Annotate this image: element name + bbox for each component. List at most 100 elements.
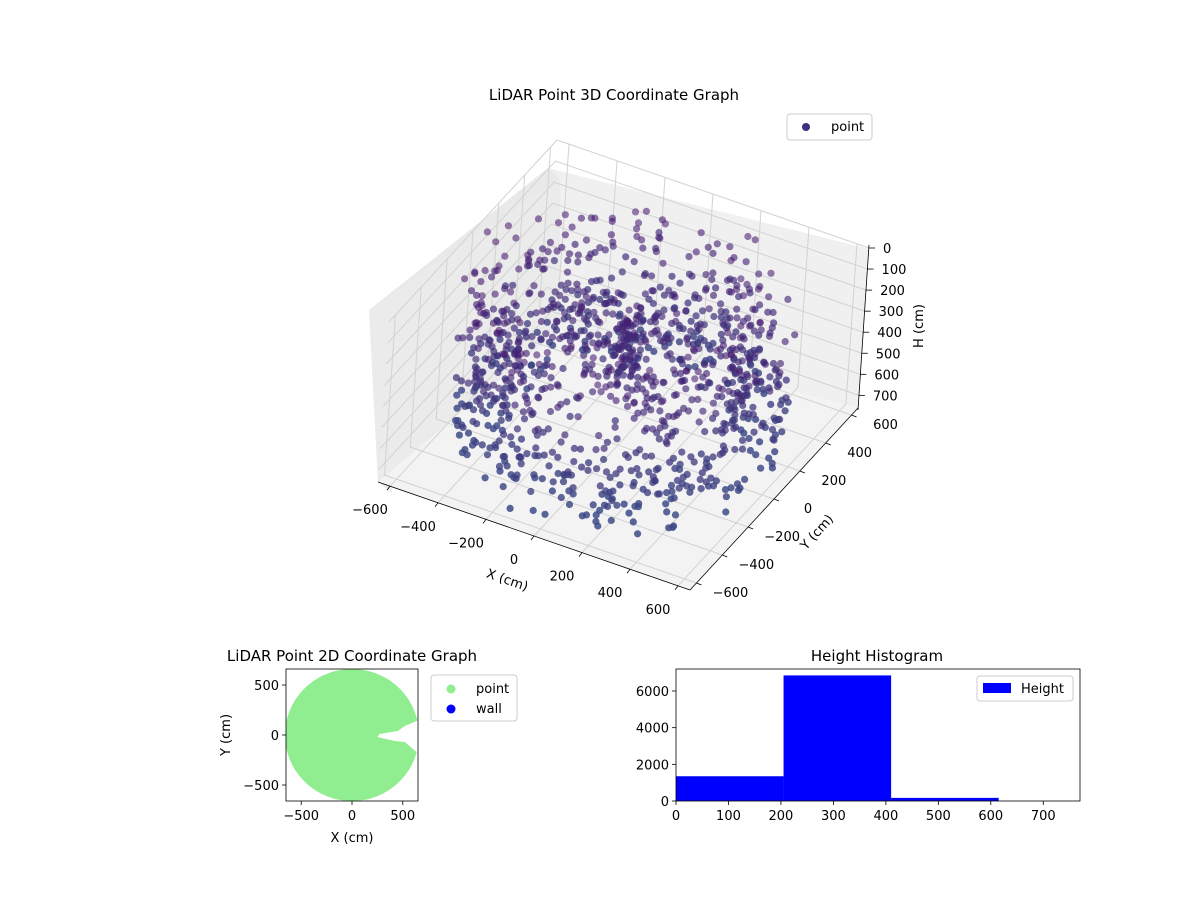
- point-3d: [461, 402, 469, 410]
- point-3d: [459, 334, 467, 342]
- point-3d: [698, 469, 706, 477]
- y-tick-label-2d: 0: [271, 729, 279, 744]
- point-3d: [751, 236, 759, 244]
- point-3d: [648, 272, 656, 280]
- point-3d: [757, 326, 765, 334]
- point-3d: [509, 281, 517, 289]
- point-3d: [538, 475, 546, 483]
- chart-3d-title: LiDAR Point 3D Coordinate Graph: [489, 86, 739, 104]
- point-3d: [533, 351, 541, 359]
- point-3d: [750, 327, 758, 335]
- point-3d: [694, 368, 702, 376]
- pane-left: [369, 178, 560, 482]
- legend-2d-label-point: point: [476, 682, 509, 697]
- point-3d: [548, 487, 557, 495]
- z-tick-label-3d: 0: [883, 242, 891, 257]
- point-3d: [559, 478, 568, 486]
- point-3d: [719, 319, 727, 327]
- point-3d: [543, 361, 551, 369]
- point-3d: [753, 386, 761, 394]
- point-3d: [751, 378, 759, 386]
- point-3d: [672, 317, 680, 325]
- point-3d: [464, 379, 472, 387]
- point-3d: [573, 280, 581, 288]
- point-3d: [556, 335, 564, 343]
- point-3d: [661, 220, 670, 228]
- point-3d: [601, 246, 609, 254]
- point-3d: [478, 441, 486, 449]
- point-3d: [697, 450, 705, 458]
- point-3d: [701, 361, 709, 369]
- point-3d: [596, 318, 604, 327]
- point-3d: [695, 345, 703, 353]
- point-3d: [766, 387, 774, 395]
- point-3d: [528, 361, 536, 369]
- point-3d: [484, 421, 492, 430]
- x-tick-3d: [578, 552, 583, 557]
- point-3d: [648, 395, 656, 403]
- point-3d: [499, 483, 507, 491]
- point-3d: [633, 232, 641, 241]
- chart-histogram: Height Histogram 0 100 200 300 400 500 600 7000…: [636, 647, 1081, 824]
- point-3d: [472, 355, 480, 363]
- point-3d: [554, 469, 562, 478]
- point-3d: [536, 256, 544, 264]
- point-3d: [633, 362, 641, 370]
- point-3d: [791, 331, 799, 339]
- point-3d: [523, 320, 532, 328]
- y-tick-label-3d: 200: [821, 474, 846, 489]
- point-3d: [492, 238, 500, 246]
- point-3d: [647, 406, 655, 414]
- point-3d: [663, 489, 671, 497]
- point-3d: [566, 412, 574, 420]
- point-3d: [746, 446, 755, 455]
- point-3d: [503, 342, 511, 350]
- point-3d: [633, 302, 641, 310]
- point-3d: [599, 355, 607, 363]
- point-3d: [616, 340, 624, 348]
- x-tick-3d: [386, 485, 391, 491]
- point-3d: [668, 487, 676, 495]
- point-3d: [504, 222, 512, 230]
- point-3d: [678, 355, 686, 363]
- point-3d: [481, 474, 489, 482]
- point-3d: [684, 407, 693, 415]
- point-3d: [508, 368, 516, 377]
- point-3d: [737, 322, 745, 330]
- point-3d: [517, 460, 525, 468]
- point-3d: [668, 272, 676, 280]
- point-3d: [582, 511, 591, 519]
- point-3d: [648, 330, 656, 338]
- point-3d: [682, 307, 690, 315]
- histogram-title: Height Histogram: [811, 647, 943, 665]
- point-3d: [650, 347, 658, 355]
- point-3d: [701, 428, 709, 436]
- y-tick-3d: [799, 470, 805, 474]
- point-3d: [507, 288, 515, 296]
- point-3d: [537, 317, 546, 326]
- z-tick-label-3d: 400: [877, 326, 902, 341]
- point-3d: [568, 287, 576, 295]
- point-3d: [537, 290, 545, 298]
- point-3d: [508, 440, 516, 449]
- legend-histogram-swatch: [983, 683, 1011, 693]
- point-3d: [463, 451, 471, 459]
- grid-line-y: [383, 314, 697, 584]
- point-3d: [600, 444, 608, 452]
- point-3d: [582, 345, 590, 353]
- point-3d: [717, 313, 725, 321]
- grid-line-z: [387, 160, 868, 344]
- point-3d: [644, 344, 653, 352]
- point-3d: [527, 383, 535, 391]
- point-3d: [749, 305, 757, 313]
- point-3d: [557, 281, 565, 289]
- z-tick-label-3d: 300: [879, 305, 904, 320]
- point-3d: [645, 468, 653, 476]
- point-3d: [700, 337, 708, 345]
- point-3d: [717, 330, 725, 338]
- z-tick-label-3d: 200: [880, 284, 905, 299]
- point-3d: [467, 287, 476, 295]
- point-3d: [609, 310, 617, 318]
- point-3d: [501, 394, 509, 402]
- point-3d: [493, 330, 502, 338]
